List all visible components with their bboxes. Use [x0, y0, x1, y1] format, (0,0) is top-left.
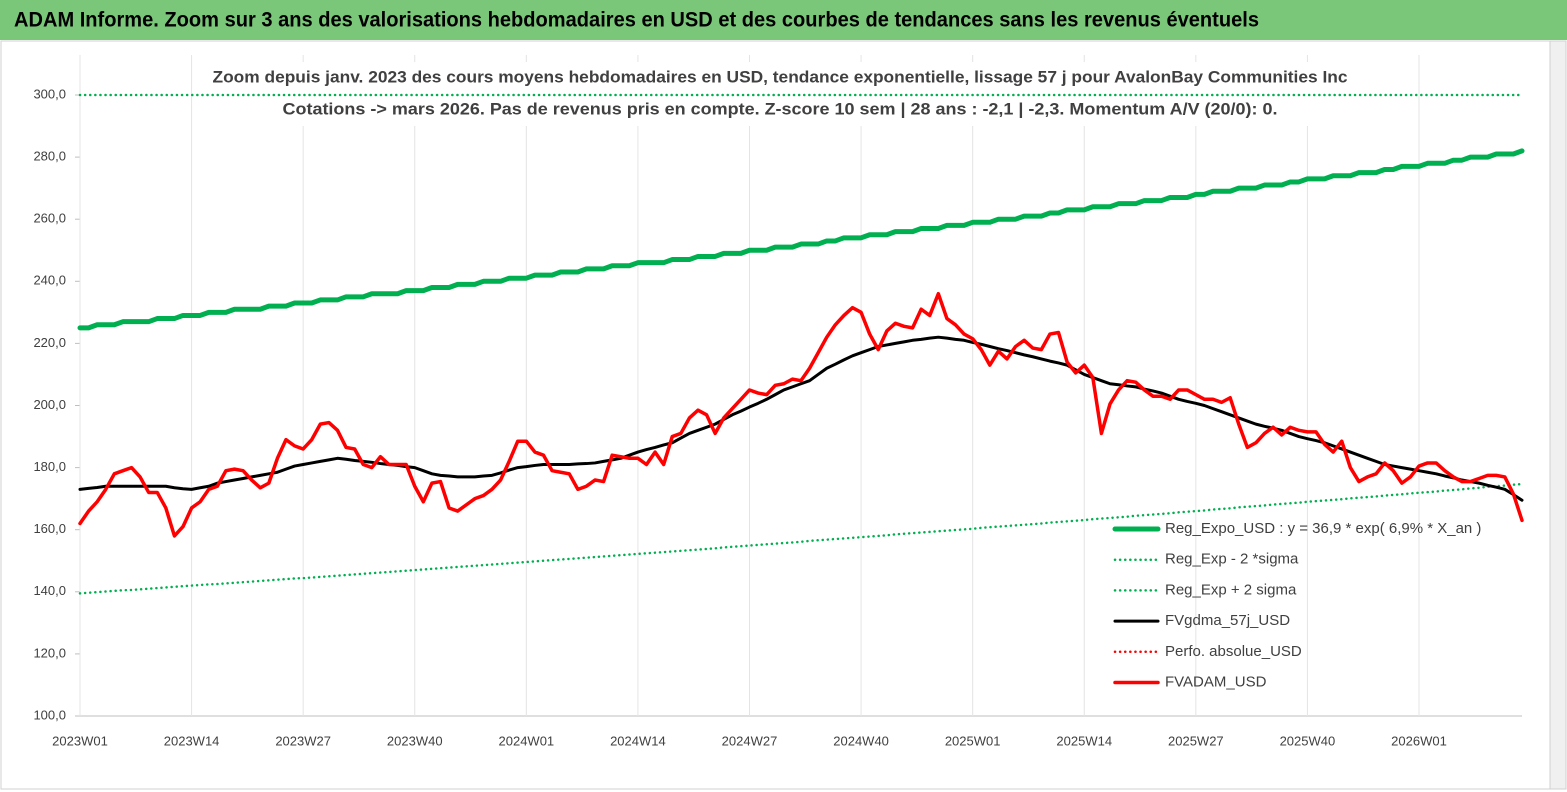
scrollbar: [1549, 40, 1567, 790]
x-tick-label: 2024W27: [722, 733, 778, 748]
legend-label: FVADAM_USD: [1165, 673, 1267, 690]
subtitle: Zoom depuis janv. 2023 des cours moyens …: [213, 67, 1348, 86]
y-tick-label: 180,0: [33, 459, 66, 474]
y-tick-label: 220,0: [33, 335, 66, 350]
y-tick-label: 160,0: [33, 521, 66, 536]
title-banner: [0, 0, 1567, 40]
series-line: [77, 148, 1525, 331]
series-line: [78, 291, 1524, 538]
y-tick-label: 140,0: [33, 583, 66, 598]
x-tick-label: 2023W27: [275, 733, 331, 748]
y-tick-label: 300,0: [33, 86, 66, 101]
y-tick-label: 100,0: [33, 707, 66, 722]
x-tick-label: 2024W01: [499, 733, 555, 748]
series-line: [78, 335, 1524, 502]
plot-area: 100,0 120,0 140,0 160,0 180,0 200,0 220,0 240,0…: [33, 55, 1522, 748]
legend-label: Reg_Exp - 2 *sigma: [1165, 551, 1299, 568]
x-tick-label: 2024W40: [833, 733, 889, 748]
x-tick-label: 2023W40: [387, 733, 443, 748]
x-tick-label: 2026W01: [1391, 733, 1447, 748]
x-tick-label: 2025W01: [945, 733, 1001, 748]
x-tick-label: 2025W27: [1168, 733, 1224, 748]
subtitle: Cotations -> mars 2026. Pas de revenus p…: [283, 99, 1278, 118]
y-tick-label: 200,0: [33, 397, 66, 412]
legend-label: Reg_Exp + 2 sigma: [1165, 581, 1297, 598]
legend-label: FVgdma_57j_USD: [1165, 612, 1290, 629]
series-lines: [77, 93, 1525, 595]
y-tick-label: 120,0: [33, 645, 66, 660]
x-tick-label: 2023W14: [164, 733, 220, 748]
legend-label: Perfo. absolue_USD: [1165, 643, 1302, 660]
x-tick-label: 2024W14: [610, 733, 666, 748]
x-tick-label: 2025W14: [1056, 733, 1112, 748]
legend: Reg_Expo_USD : y = 36,9 * exp( 6,9% * X_…: [1112, 520, 1481, 690]
series-line: [78, 482, 1524, 595]
y-tick-label: 240,0: [33, 273, 66, 288]
y-tick-label: 260,0: [33, 211, 66, 226]
x-tick-label: 2023W01: [52, 733, 108, 748]
x-tick-label: 2025W40: [1280, 733, 1336, 748]
legend-label: Reg_Expo_USD : y = 36,9 * exp( 6,9% * X_…: [1165, 520, 1481, 537]
chart-title: ADAM Informe. Zoom sur 3 ans des valoris…: [14, 9, 1259, 32]
y-tick-label: 280,0: [33, 149, 66, 164]
